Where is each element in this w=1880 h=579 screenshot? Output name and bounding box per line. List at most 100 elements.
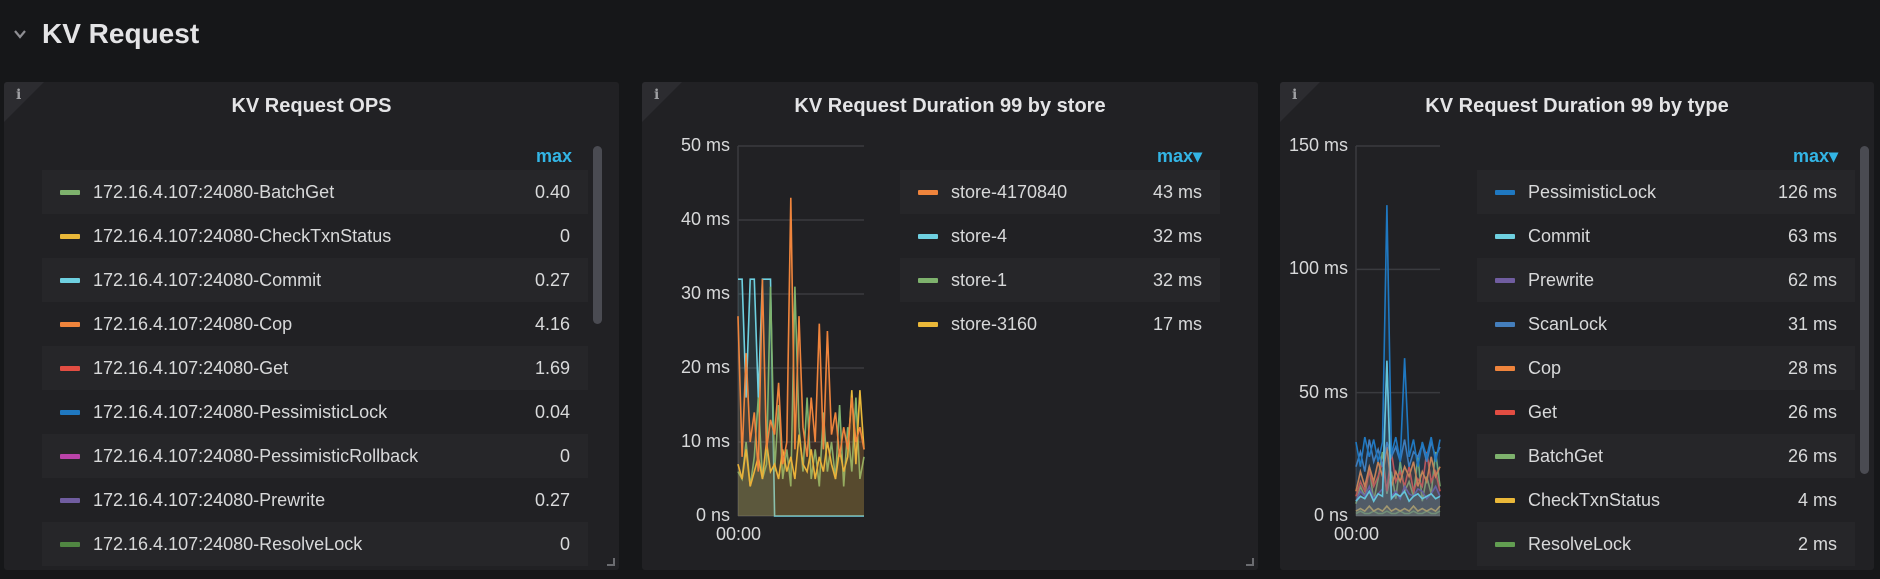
row-header-kv-request[interactable]: KV Request bbox=[14, 16, 199, 52]
legend-series-name[interactable]: 172.16.4.107:24080-Commit bbox=[93, 269, 322, 290]
legend-item[interactable]: Prewrite 62 ms bbox=[1477, 258, 1855, 302]
legend-item[interactable]: 172.16.4.107:24080-Cop 4.16 bbox=[42, 302, 588, 346]
panel-title[interactable]: KV Request OPS bbox=[231, 95, 392, 117]
legend-series-name[interactable]: Prewrite bbox=[1528, 269, 1595, 290]
legend-series-name[interactable]: 172.16.4.107:24080-PessimisticRollback bbox=[93, 445, 419, 466]
legend-item[interactable]: store-1 32 ms bbox=[900, 258, 1220, 302]
legend-item[interactable]: ScanLock 31 ms bbox=[1477, 302, 1855, 346]
legend-item[interactable]: BatchGet 26 ms bbox=[1477, 434, 1855, 478]
series-color-swatch[interactable] bbox=[60, 497, 80, 503]
legend-series-name[interactable]: Cop bbox=[1528, 357, 1562, 378]
series-color-swatch[interactable] bbox=[1495, 277, 1515, 283]
legend-series-name[interactable]: ScanLock bbox=[1528, 313, 1608, 334]
legend-item[interactable]: 172.16.4.107:24080-Prewrite 0.27 bbox=[42, 478, 588, 522]
series-color-swatch[interactable] bbox=[1495, 541, 1515, 547]
legend-item[interactable]: CheckTxnStatus 4 ms bbox=[1477, 478, 1855, 522]
panel-info-corner[interactable] bbox=[642, 82, 682, 122]
legend-item[interactable]: store-4170840 43 ms bbox=[900, 170, 1220, 214]
series-color-swatch[interactable] bbox=[1495, 409, 1515, 415]
legend-series-name[interactable]: PessimisticLock bbox=[1528, 181, 1657, 202]
chevron-down-icon[interactable] bbox=[14, 28, 26, 40]
legend-series-name[interactable]: CheckTxnStatus bbox=[1528, 489, 1661, 510]
y-axis-tick-label: 100 ms bbox=[1288, 258, 1348, 279]
legend-item[interactable]: Commit 63 ms bbox=[1477, 214, 1855, 258]
legend-max-value: 26 ms bbox=[1787, 401, 1837, 422]
resize-handle[interactable] bbox=[607, 558, 615, 566]
panel-title[interactable]: KV Request Duration 99 by store bbox=[794, 95, 1106, 117]
series-area-prewrite bbox=[1356, 363, 1440, 516]
legend-item[interactable]: ResolveLock 2 ms bbox=[1477, 522, 1855, 566]
series-color-swatch[interactable] bbox=[60, 365, 80, 371]
legend-item[interactable]: 172.16.4.107:24080-PessimisticLock 0.04 bbox=[42, 390, 588, 434]
y-axis-tick-label: 40 ms bbox=[680, 209, 730, 229]
series-color-swatch[interactable] bbox=[60, 321, 80, 327]
legend-item[interactable]: 172.16.4.107:24080-Get 1.69 bbox=[42, 346, 588, 390]
legend-max-value: 0.40 bbox=[534, 181, 570, 202]
time-series-graph[interactable] bbox=[737, 145, 865, 517]
y-axis-tick-label: 50 ms bbox=[680, 135, 730, 155]
legend-max-value: 0.27 bbox=[534, 269, 570, 290]
series-color-swatch[interactable] bbox=[60, 189, 80, 195]
legend-series-name[interactable]: 172.16.4.107:24080-CheckTxnStatus bbox=[93, 225, 392, 246]
series-color-swatch[interactable] bbox=[1495, 233, 1515, 239]
legend-item[interactable]: Cop 28 ms bbox=[1477, 346, 1855, 390]
series-color-swatch[interactable] bbox=[1495, 189, 1515, 195]
legend-series-name[interactable]: 172.16.4.107:24080-ResolveLock bbox=[93, 533, 363, 554]
series-color-swatch[interactable] bbox=[60, 233, 80, 239]
legend-series-name[interactable]: store-1 bbox=[951, 269, 1008, 290]
legend-item[interactable]: 172.16.4.107:24080-ResolveLock 0 bbox=[42, 522, 588, 566]
series-color-swatch[interactable] bbox=[918, 233, 938, 239]
info-icon[interactable]: i bbox=[16, 87, 22, 103]
legend-sort-max[interactable]: max bbox=[535, 146, 572, 166]
legend-series-name[interactable]: ResolveLock bbox=[1528, 533, 1632, 554]
legend-item[interactable]: store-4 32 ms bbox=[900, 214, 1220, 258]
info-icon[interactable]: i bbox=[1292, 87, 1298, 103]
series-color-swatch[interactable] bbox=[918, 189, 938, 195]
legend-series-name[interactable]: 172.16.4.107:24080-Cop bbox=[93, 313, 293, 334]
legend-item[interactable]: 172.16.4.107:24080-PessimisticRollback 0 bbox=[42, 434, 588, 478]
series-color-swatch[interactable] bbox=[918, 277, 938, 283]
legend-max-value: 26 ms bbox=[1787, 445, 1837, 466]
series-color-swatch[interactable] bbox=[60, 409, 80, 415]
legend-series-name[interactable]: 172.16.4.107:24080-Get bbox=[93, 357, 289, 378]
y-axis-tick-label: 20 ms bbox=[680, 357, 730, 377]
legend-item[interactable]: 172.16.4.107:24080-Commit 0.27 bbox=[42, 258, 588, 302]
legend-item[interactable]: Get 26 ms bbox=[1477, 390, 1855, 434]
legend-series-name[interactable]: 172.16.4.107:24080-BatchGet bbox=[93, 181, 335, 202]
series-color-swatch[interactable] bbox=[60, 277, 80, 283]
series-line-cop bbox=[1355, 446, 1441, 492]
panel-info-corner[interactable] bbox=[4, 82, 44, 122]
resize-handle[interactable] bbox=[1246, 558, 1254, 566]
legend-series-name[interactable]: BatchGet bbox=[1528, 445, 1604, 466]
series-line-store-4170840 bbox=[737, 197, 865, 472]
legend-series-name[interactable]: store-3160 bbox=[951, 313, 1038, 334]
legend-max-value: 1.69 bbox=[534, 357, 570, 378]
series-color-swatch[interactable] bbox=[918, 321, 938, 327]
series-color-swatch[interactable] bbox=[1495, 365, 1515, 371]
legend-item[interactable]: store-3160 17 ms bbox=[900, 302, 1220, 346]
legend-scrollbar[interactable] bbox=[593, 146, 602, 324]
series-color-swatch[interactable] bbox=[1495, 453, 1515, 459]
series-color-swatch[interactable] bbox=[1495, 497, 1515, 503]
legend-sort-max[interactable]: max▾ bbox=[1792, 146, 1838, 166]
series-color-swatch[interactable] bbox=[60, 541, 80, 547]
series-color-swatch[interactable] bbox=[1495, 321, 1515, 327]
panel-info-corner[interactable] bbox=[1280, 82, 1320, 122]
legend-max-value: 0.04 bbox=[534, 401, 570, 422]
legend-series-name[interactable]: Get bbox=[1528, 401, 1558, 422]
time-series-graph[interactable] bbox=[1355, 145, 1441, 517]
legend: 172.16.4.107:24080-BatchGet 0.40 172.16.4.… bbox=[42, 170, 588, 566]
legend-series-name[interactable]: store-4170840 bbox=[951, 181, 1068, 202]
series-color-swatch[interactable] bbox=[60, 453, 80, 459]
legend-sort-max[interactable]: max▾ bbox=[1156, 146, 1202, 166]
panel-title[interactable]: KV Request Duration 99 by type bbox=[1425, 95, 1729, 117]
info-icon[interactable]: i bbox=[654, 87, 660, 103]
legend-item[interactable]: 172.16.4.107:24080-CheckTxnStatus 0 bbox=[42, 214, 588, 258]
legend-series-name[interactable]: 172.16.4.107:24080-Prewrite bbox=[93, 489, 326, 510]
legend-item[interactable]: 172.16.4.107:24080-BatchGet 0.40 bbox=[42, 170, 588, 214]
legend-series-name[interactable]: store-4 bbox=[951, 225, 1008, 246]
legend-item[interactable]: PessimisticLock 126 ms bbox=[1477, 170, 1855, 214]
legend-scrollbar[interactable] bbox=[1860, 146, 1869, 474]
legend-series-name[interactable]: 172.16.4.107:24080-PessimisticLock bbox=[93, 401, 388, 422]
legend-series-name[interactable]: Commit bbox=[1528, 225, 1590, 246]
